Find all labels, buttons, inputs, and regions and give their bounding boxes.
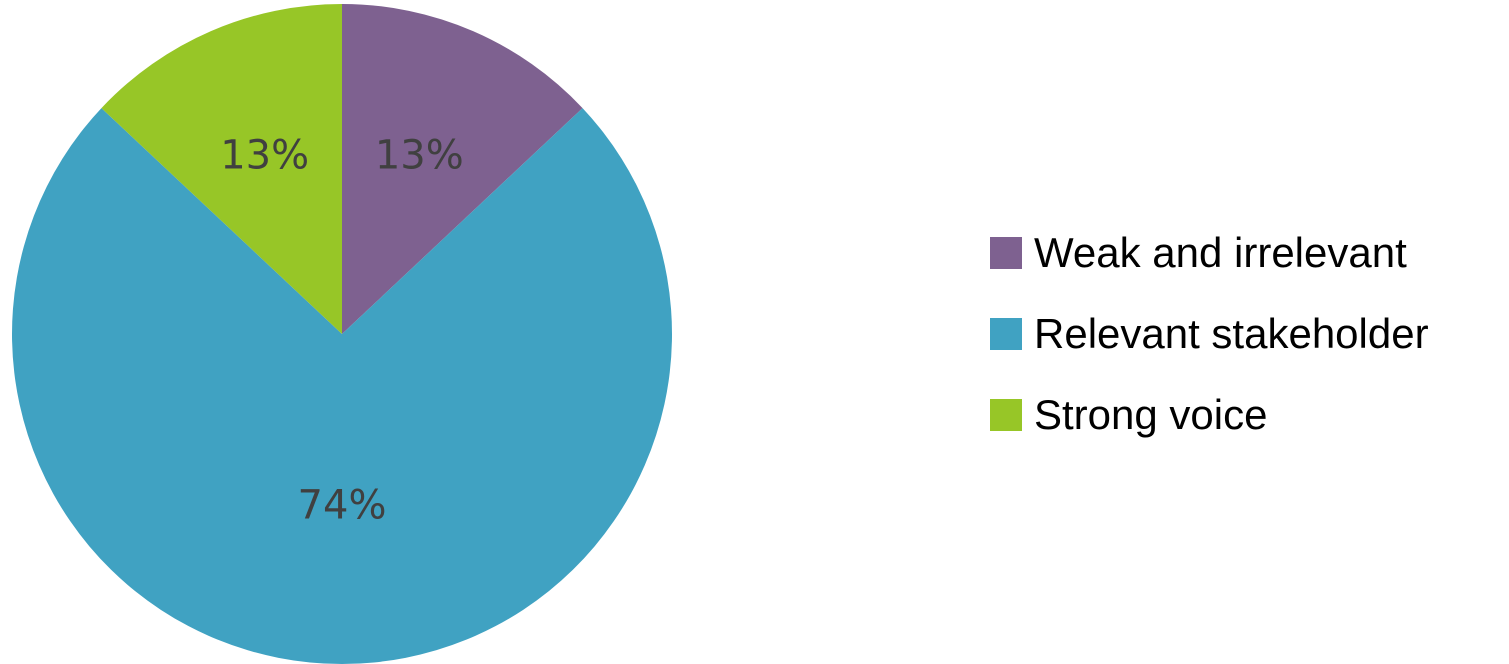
legend-label-strong-voice: Strong voice	[1034, 391, 1268, 438]
legend-item-relevant-stakeholder: Relevant stakeholder	[990, 305, 1429, 363]
legend-label-weak-and-irrelevant: Weak and irrelevant	[1034, 229, 1407, 276]
legend-item-strong-voice: Strong voice	[990, 386, 1429, 444]
legend: Weak and irrelevant Relevant stakeholder…	[990, 224, 1429, 467]
legend-item-weak-and-irrelevant: Weak and irrelevant	[990, 224, 1429, 282]
data-label-weak-and-irrelevant: 13%	[375, 132, 464, 178]
legend-swatch-weak-and-irrelevant	[990, 237, 1022, 269]
legend-swatch-strong-voice	[990, 399, 1022, 431]
pie-slice-strong-voice	[101, 4, 342, 334]
pie-slice-weak-and-irrelevant	[342, 4, 583, 334]
data-label-relevant-stakeholder: 74%	[298, 483, 387, 529]
data-label-strong-voice: 13%	[220, 132, 309, 178]
pie-slice-relevant-stakeholder	[11, 108, 672, 664]
legend-swatch-relevant-stakeholder	[990, 318, 1022, 350]
legend-label-relevant-stakeholder: Relevant stakeholder	[1034, 310, 1429, 357]
